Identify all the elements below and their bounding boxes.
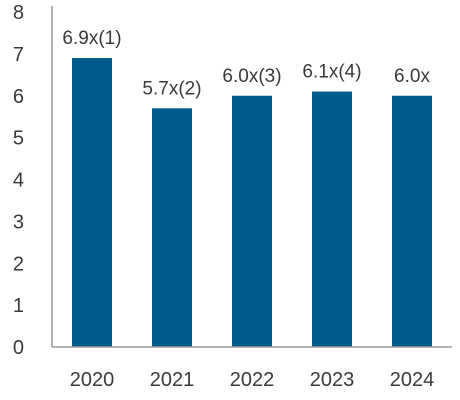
x-tick-label: 2022 (230, 369, 275, 391)
y-tick-label: 2 (13, 253, 24, 275)
y-tick-label: 8 (13, 2, 24, 24)
bar-2024 (392, 95, 432, 347)
x-axis-labels: 2020 2021 2022 2023 2024 (70, 369, 435, 391)
data-label: 5.7x(2) (142, 78, 201, 99)
bar-2020 (72, 58, 112, 347)
x-tick-label: 2020 (70, 369, 115, 391)
data-label: 6.0x(3) (222, 66, 281, 87)
y-tick-label: 6 (13, 86, 24, 108)
bar-2022 (232, 95, 272, 347)
y-tick-label: 7 (13, 44, 24, 66)
y-tick-label: 1 (13, 295, 24, 317)
y-tick-label: 0 (13, 337, 24, 359)
data-label: 6.9x(1) (62, 28, 121, 49)
bar-2023 (312, 91, 352, 347)
bars (72, 58, 432, 347)
bar-2021 (152, 108, 192, 347)
x-tick-label: 2023 (310, 369, 355, 391)
x-tick-label: 2021 (150, 369, 195, 391)
y-tick-label: 5 (13, 128, 24, 150)
y-tick-label: 4 (13, 170, 24, 192)
axes (51, 6, 452, 348)
y-axis-ticks: 0 1 2 3 4 5 6 7 8 (13, 2, 24, 359)
y-tick-label: 3 (13, 211, 24, 233)
data-labels: 6.9x(1) 5.7x(2) 6.0x(3) 6.1x(4) 6.0x (62, 28, 430, 99)
x-tick-label: 2024 (390, 369, 435, 391)
data-label: 6.0x (394, 66, 430, 87)
data-label: 6.1x(4) (302, 62, 361, 83)
